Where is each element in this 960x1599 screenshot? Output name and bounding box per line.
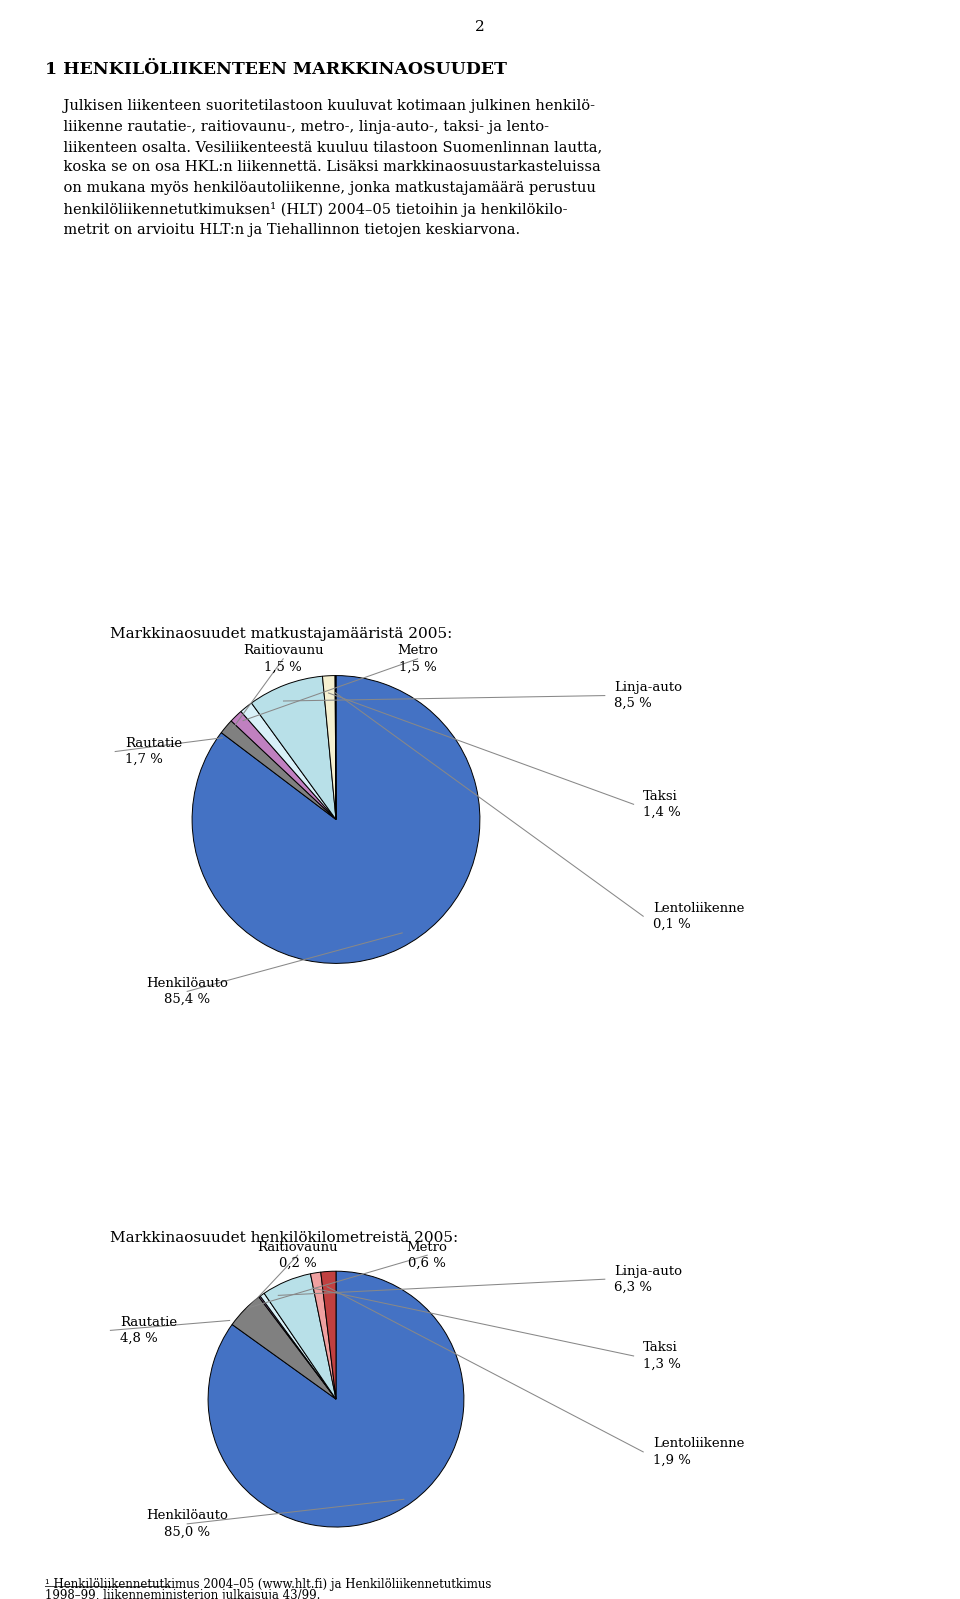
Wedge shape — [192, 675, 480, 963]
Text: ¹ Henkilöliikennetutkimus 2004–05 (www.hlt.fi) ja Henkilöliikennetutkimus: ¹ Henkilöliikennetutkimus 2004–05 (www.h… — [45, 1578, 492, 1591]
Wedge shape — [208, 1271, 464, 1527]
Text: Linja-auto
6,3 %: Linja-auto 6,3 % — [614, 1265, 683, 1294]
Wedge shape — [264, 1274, 336, 1399]
Wedge shape — [241, 704, 336, 819]
Text: Metro
1,5 %: Metro 1,5 % — [397, 644, 438, 673]
Wedge shape — [260, 1294, 336, 1399]
Text: 1998–99, liikenneministerion julkaisuja 43/99.: 1998–99, liikenneministerion julkaisuja … — [45, 1589, 321, 1599]
Text: 2: 2 — [475, 19, 485, 34]
Text: Henkilöauto
85,4 %: Henkilöauto 85,4 % — [146, 977, 228, 1006]
Wedge shape — [252, 676, 336, 819]
Wedge shape — [321, 1271, 336, 1399]
Text: Taksi
1,4 %: Taksi 1,4 % — [643, 790, 681, 819]
Text: Linja-auto
8,5 %: Linja-auto 8,5 % — [614, 681, 683, 710]
Text: 1 HENKILÖLIIKENTEEN MARKKINAOSUUDET: 1 HENKILÖLIIKENTEEN MARKKINAOSUUDET — [45, 61, 507, 78]
Text: Raitiovaunu
1,5 %: Raitiovaunu 1,5 % — [243, 644, 324, 673]
Wedge shape — [259, 1297, 336, 1399]
Wedge shape — [310, 1273, 336, 1399]
Text: Markkinaosuudet henkilökilometreistä 2005:: Markkinaosuudet henkilökilometreistä 200… — [110, 1231, 459, 1246]
Text: Henkilöauto
85,0 %: Henkilöauto 85,0 % — [146, 1509, 228, 1538]
Text: ____________________: ____________________ — [45, 1573, 170, 1588]
Text: Rautatie
1,7 %: Rautatie 1,7 % — [125, 737, 182, 766]
Text: Metro
0,6 %: Metro 0,6 % — [407, 1241, 447, 1270]
Text: Taksi
1,3 %: Taksi 1,3 % — [643, 1342, 681, 1370]
Wedge shape — [232, 1297, 336, 1399]
Text: Rautatie
4,8 %: Rautatie 4,8 % — [120, 1316, 178, 1345]
Wedge shape — [221, 721, 336, 819]
Text: Lentoliikenne
0,1 %: Lentoliikenne 0,1 % — [653, 902, 744, 931]
Text: Julkisen liikenteen suoritetilastoon kuuluvat kotimaan julkinen henkilö-
    lii: Julkisen liikenteen suoritetilastoon kuu… — [45, 99, 602, 237]
Wedge shape — [323, 676, 336, 819]
Text: Raitiovaunu
0,2 %: Raitiovaunu 0,2 % — [257, 1241, 338, 1270]
Text: Lentoliikenne
1,9 %: Lentoliikenne 1,9 % — [653, 1438, 744, 1466]
Wedge shape — [231, 712, 336, 819]
Text: Markkinaosuudet matkustajamääristä 2005:: Markkinaosuudet matkustajamääristä 2005: — [110, 627, 453, 641]
